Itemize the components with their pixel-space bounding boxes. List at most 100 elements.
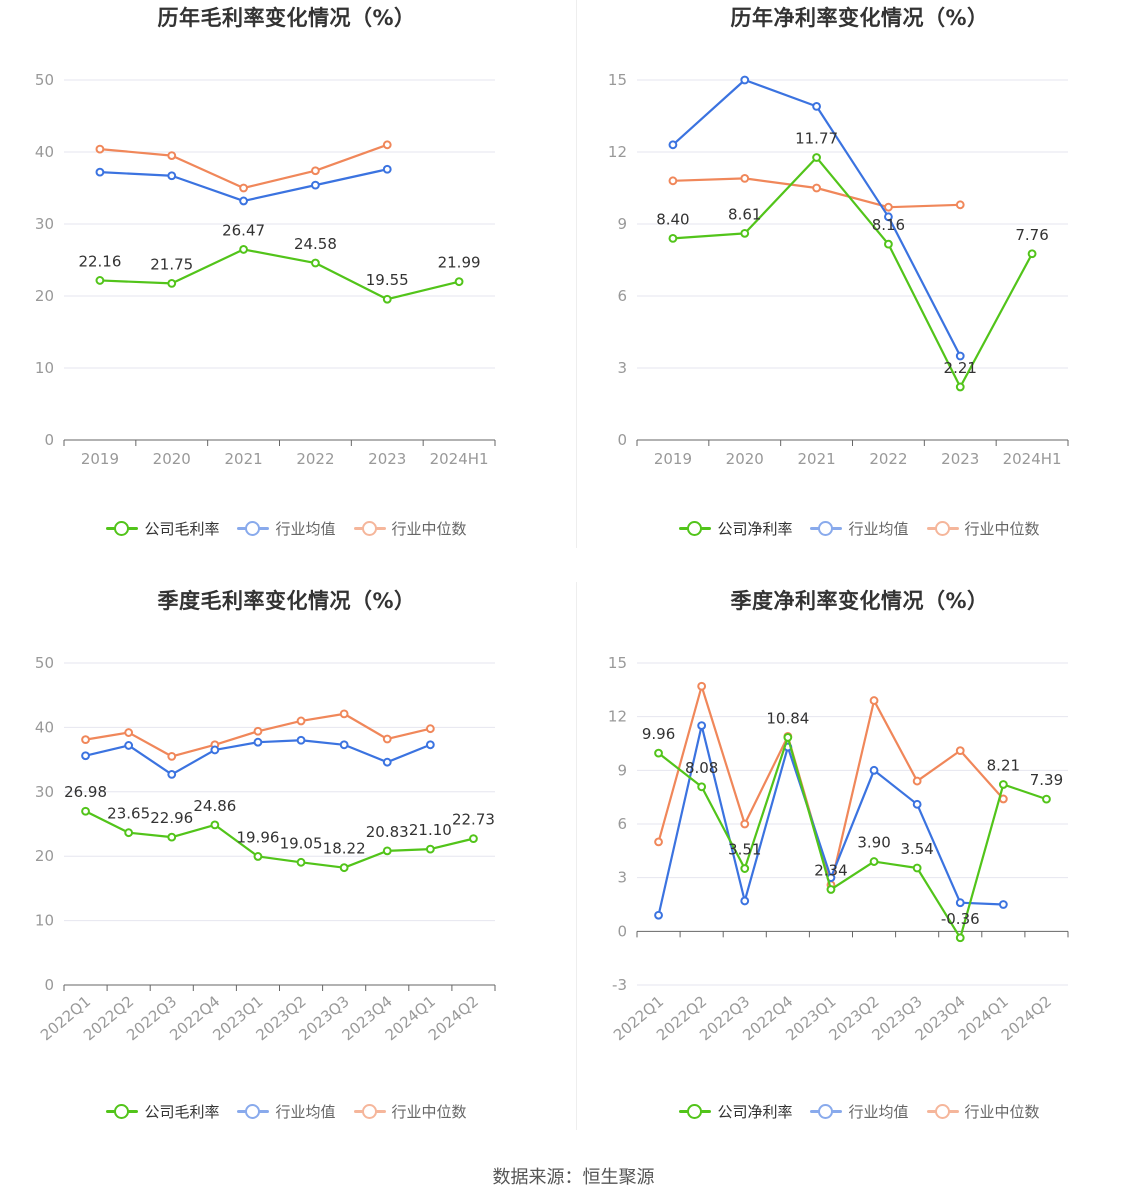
data-point-median[interactable] [167, 151, 177, 161]
data-point-median[interactable] [339, 709, 349, 719]
data-point-company[interactable] [239, 245, 248, 254]
data-point-median[interactable] [812, 183, 821, 193]
data-point-company[interactable] [740, 864, 750, 873]
data-point-company[interactable] [697, 782, 707, 792]
legend-item-avg[interactable]: 行业均值 [810, 1101, 909, 1122]
data-point-avg[interactable] [425, 740, 435, 750]
data-point-median[interactable] [81, 735, 90, 745]
data-point-median[interactable] [311, 166, 320, 176]
data-point-company[interactable] [812, 153, 821, 162]
data-point-company[interactable] [95, 276, 105, 285]
data-point-avg[interactable] [654, 910, 663, 920]
data-point-avg[interactable] [382, 757, 392, 767]
data-point-avg[interactable] [296, 735, 306, 745]
data-point-avg[interactable] [239, 196, 248, 206]
data-point-median[interactable] [382, 140, 392, 150]
data-point-median[interactable] [740, 819, 750, 829]
data-point-company[interactable] [382, 846, 392, 856]
data-point-company[interactable] [783, 733, 793, 742]
legend-item-median[interactable]: 行业中位数 [926, 518, 1040, 539]
data-point-avg[interactable] [869, 765, 879, 775]
data-point-avg[interactable] [124, 741, 134, 750]
data-point-company[interactable] [454, 277, 464, 287]
data-point-company[interactable] [955, 382, 965, 392]
data-point-company[interactable] [654, 748, 663, 758]
data-point-median[interactable] [654, 837, 663, 847]
data-point-avg[interactable] [95, 167, 105, 177]
data-point-company[interactable] [253, 852, 263, 861]
data-point-company[interactable] [668, 234, 678, 243]
data-point-median[interactable] [955, 746, 965, 756]
data-point-company[interactable] [469, 834, 478, 844]
data-point-avg[interactable] [253, 737, 263, 747]
data-point-company[interactable] [124, 828, 134, 838]
y-tick-label: 15 [608, 71, 627, 89]
data-point-avg[interactable] [697, 721, 707, 731]
data-point-median[interactable] [955, 200, 965, 210]
data-point-median[interactable] [884, 202, 893, 212]
legend-item-avg[interactable]: 行业均值 [810, 518, 909, 539]
data-point-company[interactable] [296, 857, 306, 867]
data-point-company[interactable] [167, 279, 177, 288]
x-tick-label: 2024H1 [1003, 450, 1062, 468]
data-point-company[interactable] [167, 832, 177, 842]
data-point-company[interactable] [869, 857, 879, 866]
data-point-median[interactable] [296, 716, 306, 726]
data-point-median[interactable] [697, 681, 707, 691]
data-point-company[interactable] [884, 239, 893, 249]
data-point-median[interactable] [253, 726, 263, 736]
data-point-company[interactable] [912, 863, 922, 873]
data-point-company[interactable] [425, 844, 435, 854]
data-point-company[interactable] [382, 294, 392, 304]
data-point-avg[interactable] [81, 751, 90, 761]
data-point-avg[interactable] [884, 212, 893, 222]
data-point-company[interactable] [826, 885, 836, 894]
data-point-avg[interactable] [311, 180, 320, 190]
data-point-median[interactable] [382, 734, 392, 744]
data-point-company[interactable] [955, 933, 965, 943]
y-tick-label: 12 [608, 143, 627, 161]
data-point-avg[interactable] [740, 75, 750, 85]
data-point-median[interactable] [869, 696, 879, 705]
data-point-avg[interactable] [812, 102, 821, 111]
data-point-avg[interactable] [955, 898, 965, 908]
data-point-median[interactable] [124, 728, 134, 737]
data-point-avg[interactable] [912, 799, 922, 809]
data-point-company[interactable] [210, 820, 220, 830]
data-point-median[interactable] [740, 174, 750, 183]
data-point-avg[interactable] [998, 900, 1008, 909]
data-point-median[interactable] [425, 724, 435, 734]
data-label: 9.96 [642, 725, 675, 743]
legend-item-company[interactable]: 公司毛利率 [106, 518, 219, 539]
data-point-company[interactable] [339, 863, 349, 873]
data-point-avg[interactable] [167, 770, 177, 779]
legend-item-company[interactable]: 公司净利率 [679, 1101, 792, 1122]
legend-item-median[interactable]: 行业中位数 [353, 1101, 467, 1122]
data-point-company[interactable] [1042, 794, 1051, 804]
data-point-avg[interactable] [740, 896, 750, 906]
data-point-median[interactable] [239, 183, 248, 193]
data-point-median[interactable] [95, 144, 105, 154]
legend-item-median[interactable]: 行业中位数 [926, 1101, 1040, 1122]
data-point-avg[interactable] [668, 140, 678, 150]
legend-item-company[interactable]: 公司毛利率 [106, 1101, 219, 1122]
data-point-median[interactable] [668, 176, 678, 186]
y-tick-label: 50 [35, 71, 54, 89]
legend-item-avg[interactable]: 行业均值 [237, 518, 336, 539]
data-point-avg[interactable] [382, 164, 392, 174]
legend-item-avg[interactable]: 行业均值 [237, 1101, 336, 1122]
data-point-company[interactable] [81, 806, 90, 816]
data-point-median[interactable] [167, 751, 177, 761]
data-point-company[interactable] [740, 228, 750, 238]
data-point-company[interactable] [311, 258, 320, 268]
data-point-avg[interactable] [339, 740, 349, 750]
data-point-median[interactable] [912, 776, 922, 786]
legend-item-company[interactable]: 公司净利率 [679, 518, 792, 539]
legend-item-median[interactable]: 行业中位数 [353, 518, 467, 539]
data-point-company[interactable] [998, 780, 1008, 789]
data-point-company[interactable] [1027, 249, 1037, 259]
data-point-avg[interactable] [167, 171, 177, 181]
data-label: 8.16 [872, 216, 905, 234]
data-point-avg[interactable] [210, 745, 220, 755]
data-point-avg[interactable] [955, 351, 965, 361]
